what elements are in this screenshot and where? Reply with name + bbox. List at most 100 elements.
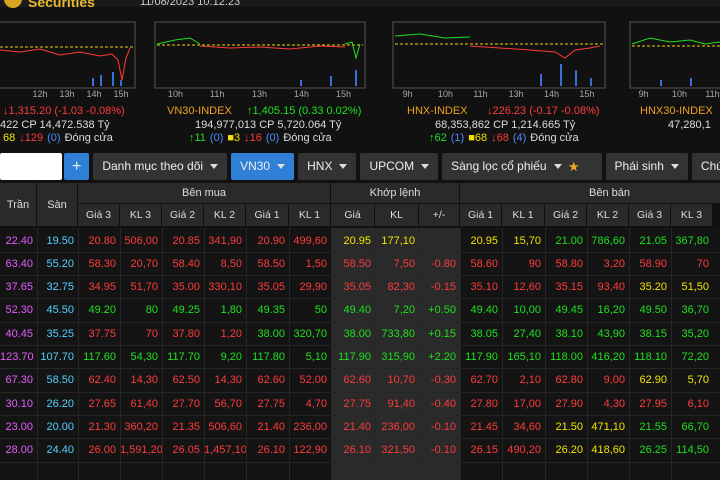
price-cell: 56,70 [214, 397, 242, 410]
index-breadth: ↑11 [189, 132, 206, 144]
column-divider [204, 228, 205, 480]
column-divider [460, 228, 461, 480]
toolbar-button[interactable]: + [64, 153, 90, 180]
price-cell: 20.80 [88, 234, 116, 247]
price-cell: 26.10 [343, 444, 371, 457]
column-divider [375, 228, 376, 480]
toolbar-button[interactable]: Phái sinh [605, 153, 688, 180]
header-column: +/- [419, 204, 460, 227]
time-label: 10h [438, 89, 454, 99]
index-breadth: (0) [209, 132, 224, 144]
datetime: 11/08/2023 10:12:23 [140, 0, 241, 8]
column-divider [162, 228, 163, 480]
price-cell: 40.45 [5, 327, 33, 340]
price-cell: 21.05 [639, 234, 667, 247]
price-cell: 23.00 [5, 420, 33, 433]
price-cell: 35.05 [343, 281, 371, 294]
price-cell: 62.70 [470, 374, 498, 387]
price-cell: 3,20 [603, 257, 625, 270]
price-cell: 37.80 [172, 327, 200, 340]
column-divider [671, 228, 672, 480]
price-cell: 82,30 [387, 281, 415, 294]
header-column: Giá [331, 204, 375, 227]
price-cell: 20.95 [343, 234, 371, 247]
price-cell: 5,70 [687, 374, 709, 387]
index-breadth: 68 [3, 132, 16, 144]
price-cell: -0.10 [430, 444, 456, 457]
price-cell: 37.75 [88, 327, 116, 340]
price-cell: 21.55 [639, 420, 667, 433]
index-breadth: Đóng cửa [530, 132, 579, 144]
index-volume: 194,977,013 CP 5,720.064 Tỷ [195, 119, 342, 131]
header-column: Giá 2 [162, 204, 204, 227]
toolbar-button[interactable]: Chứng quyền [691, 153, 720, 200]
row-divider [0, 414, 720, 416]
price-cell: 1,20 [220, 327, 242, 340]
mini-charts [0, 21, 720, 89]
price-cell: 15,70 [513, 234, 541, 247]
price-cell: 123.70 [0, 351, 34, 363]
price-cell: 58.50 [46, 374, 74, 387]
toolbar-button[interactable]: UPCOM [360, 153, 439, 180]
price-cell: 21.00 [555, 234, 583, 247]
row-divider [0, 251, 720, 253]
price-cell: 20,70 [130, 257, 158, 270]
header-column: Giá 1 [460, 204, 502, 227]
price-cell: 38.15 [639, 327, 667, 340]
toolbar-button[interactable]: Sàng lọc cổ phiếu [442, 153, 602, 180]
price-cell: 26.20 [555, 444, 583, 457]
top-bar [0, 0, 720, 7]
price-cell: 37.65 [5, 281, 33, 294]
header-column: KL 2 [587, 204, 629, 227]
price-cell: 14,30 [130, 374, 158, 387]
price-cell: 34.95 [88, 281, 116, 294]
price-cell: 35.10 [470, 281, 498, 294]
toolbar-button[interactable]: VN30 [231, 153, 295, 180]
time-label: 14h [86, 89, 102, 99]
price-cell: 107.70 [40, 351, 74, 363]
price-cell: 320,70 [293, 327, 327, 340]
price-cell: 35.25 [46, 327, 74, 340]
time-label: 15h [579, 89, 595, 99]
column-divider [629, 228, 630, 480]
price-cell: 58.30 [88, 257, 116, 270]
price-cell: 8,50 [220, 257, 242, 270]
time-label: 15h [113, 89, 129, 99]
price-cell: 236,00 [293, 420, 327, 433]
toolbar-button[interactable]: HNX [298, 153, 357, 180]
price-cell: 58.80 [555, 257, 583, 270]
price-cell: 51,50 [681, 281, 709, 294]
price-cell: 20.90 [257, 234, 285, 247]
price-cell: 21.40 [257, 420, 285, 433]
price-cell: 32.75 [46, 281, 74, 294]
index-breadth: (0) [265, 132, 280, 144]
price-cell: 2,10 [519, 374, 541, 387]
price-cell: 117.60 [83, 351, 116, 363]
price-cell: 52,00 [299, 374, 327, 387]
search-input[interactable] [0, 153, 62, 180]
time-label: 13h [252, 89, 268, 99]
price-cell: 26.10 [257, 444, 285, 457]
price-cell: 58.90 [639, 257, 667, 270]
column-divider [246, 228, 247, 480]
price-cell: 49.45 [555, 304, 583, 317]
index-value: ↑1,405.15 (0.33 0.02%) [247, 105, 362, 117]
header-ceiling: Trần [0, 183, 37, 227]
price-cell: 43,90 [597, 327, 625, 340]
price-cell: 90 [528, 257, 541, 270]
price-cell: 506,60 [208, 420, 242, 433]
index-breadth: (0) [47, 132, 61, 144]
index-breadth: ■3 [227, 132, 241, 144]
toolbar-button[interactable]: Danh mục theo dõi [93, 153, 228, 180]
price-cell: 490,20 [507, 444, 541, 457]
price-cell: 21.40 [343, 420, 371, 433]
match-columns [331, 228, 460, 480]
row-divider [0, 345, 720, 346]
price-cell: -0.15 [430, 281, 456, 294]
price-cell: 49.40 [343, 304, 371, 317]
price-cell: 30.10 [5, 397, 33, 410]
price-cell: 315,90 [381, 351, 415, 363]
price-cell: 55.20 [46, 257, 74, 270]
row-divider [0, 438, 720, 440]
price-cell: 21.30 [88, 420, 116, 433]
